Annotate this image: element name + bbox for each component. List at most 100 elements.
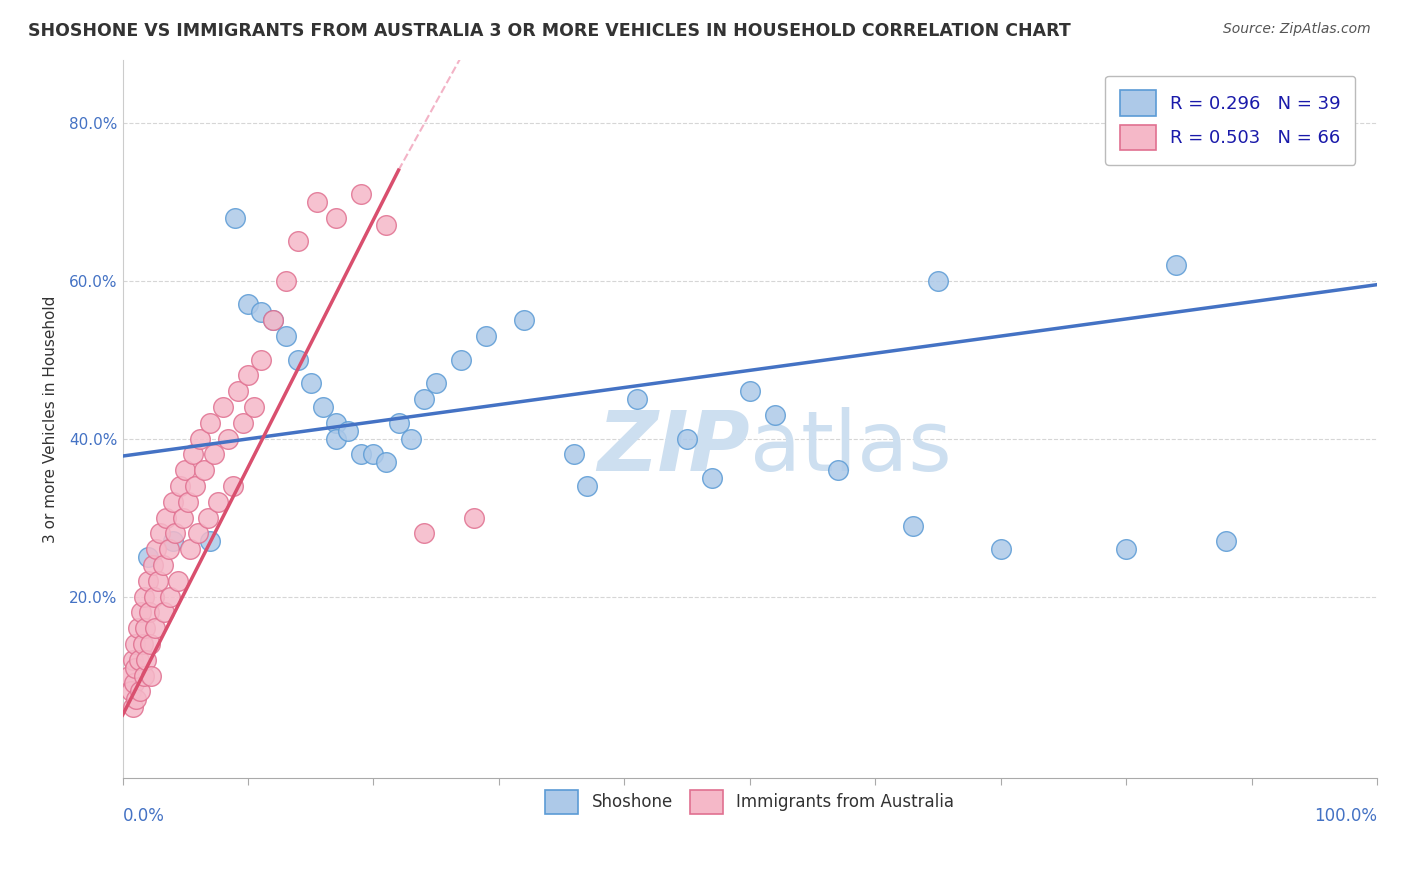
Point — [325, 416, 347, 430]
Point — [222, 479, 245, 493]
Point — [226, 384, 249, 399]
Point — [181, 447, 204, 461]
Point — [262, 313, 284, 327]
Point — [1115, 542, 1137, 557]
Point — [412, 526, 434, 541]
Point — [128, 653, 150, 667]
Point — [136, 550, 159, 565]
Point — [139, 637, 162, 651]
Point — [287, 352, 309, 367]
Point — [145, 542, 167, 557]
Point — [132, 668, 155, 682]
Point — [249, 305, 271, 319]
Point — [166, 574, 188, 588]
Point — [165, 526, 187, 541]
Point — [132, 590, 155, 604]
Point — [236, 368, 259, 383]
Text: 100.0%: 100.0% — [1315, 807, 1376, 825]
Point — [122, 676, 145, 690]
Point — [202, 447, 225, 461]
Point — [1215, 534, 1237, 549]
Point — [155, 510, 177, 524]
Point — [177, 495, 200, 509]
Point — [138, 606, 160, 620]
Point — [212, 400, 235, 414]
Point — [513, 313, 536, 327]
Point — [325, 432, 347, 446]
Point — [738, 384, 761, 399]
Text: ZIP: ZIP — [598, 407, 749, 488]
Point — [152, 558, 174, 572]
Point — [337, 424, 360, 438]
Point — [412, 392, 434, 407]
Point — [200, 416, 222, 430]
Point — [153, 606, 176, 620]
Point — [193, 463, 215, 477]
Point — [1166, 258, 1188, 272]
Point — [125, 692, 148, 706]
Point — [262, 313, 284, 327]
Point — [149, 526, 172, 541]
Point — [200, 534, 222, 549]
Point — [763, 408, 786, 422]
Point — [927, 274, 949, 288]
Point — [387, 416, 409, 430]
Point — [274, 329, 297, 343]
Point — [249, 352, 271, 367]
Point — [450, 352, 472, 367]
Point — [224, 211, 246, 225]
Point — [136, 574, 159, 588]
Point — [127, 621, 149, 635]
Point — [299, 376, 322, 391]
Point — [375, 219, 398, 233]
Point — [124, 637, 146, 651]
Point — [207, 495, 229, 509]
Point — [179, 542, 201, 557]
Point — [827, 463, 849, 477]
Point — [901, 518, 924, 533]
Point — [131, 637, 153, 651]
Point — [562, 447, 585, 461]
Point — [142, 558, 165, 572]
Point — [190, 432, 212, 446]
Text: SHOSHONE VS IMMIGRANTS FROM AUSTRALIA 3 OR MORE VEHICLES IN HOUSEHOLD CORRELATIO: SHOSHONE VS IMMIGRANTS FROM AUSTRALIA 3 … — [28, 22, 1071, 40]
Point — [162, 534, 184, 549]
Point — [375, 455, 398, 469]
Point — [274, 274, 297, 288]
Point — [232, 416, 254, 430]
Point — [169, 479, 191, 493]
Point — [162, 495, 184, 509]
Point — [121, 653, 143, 667]
Text: Source: ZipAtlas.com: Source: ZipAtlas.com — [1223, 22, 1371, 37]
Point — [135, 653, 157, 667]
Legend: Shoshone, Immigrants from Australia: Shoshone, Immigrants from Australia — [538, 783, 962, 821]
Point — [131, 606, 153, 620]
Point — [118, 668, 141, 682]
Point — [243, 400, 266, 414]
Point — [143, 621, 166, 635]
Point — [363, 447, 385, 461]
Point — [121, 700, 143, 714]
Point — [463, 510, 485, 524]
Point — [475, 329, 498, 343]
Point — [129, 684, 152, 698]
Text: 0.0%: 0.0% — [122, 807, 165, 825]
Text: atlas: atlas — [749, 407, 952, 488]
Point — [700, 471, 723, 485]
Point — [141, 668, 163, 682]
Point — [197, 510, 219, 524]
Point — [120, 684, 142, 698]
Point — [1278, 108, 1301, 122]
Point — [124, 661, 146, 675]
Point — [287, 234, 309, 248]
Point — [305, 194, 328, 209]
Point — [676, 432, 699, 446]
Point — [236, 297, 259, 311]
Point — [399, 432, 422, 446]
Point — [157, 542, 180, 557]
Point — [350, 447, 373, 461]
Point — [134, 621, 156, 635]
Point — [425, 376, 447, 391]
Point — [172, 510, 194, 524]
Point — [184, 479, 207, 493]
